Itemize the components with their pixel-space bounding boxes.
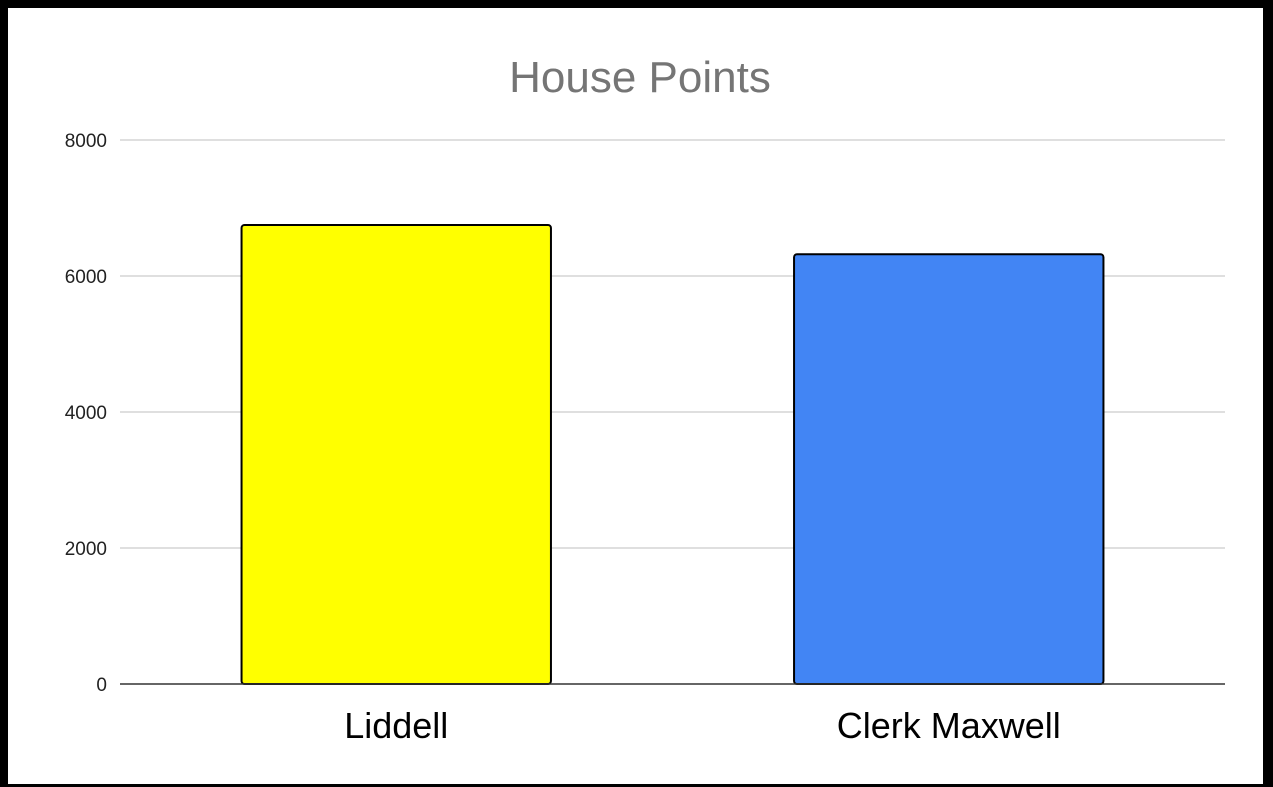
y-tick-label: 6000 — [65, 267, 107, 288]
x-tick-label: Liddell — [344, 705, 448, 746]
y-tick-label: 2000 — [65, 539, 107, 560]
x-axis-ticks: Liddell Clerk Maxwell — [344, 705, 1061, 746]
x-tick-label: Clerk Maxwell — [837, 705, 1061, 746]
y-tick-label: 8000 — [65, 131, 107, 152]
bar-liddell — [240, 224, 552, 685]
bars — [240, 224, 1105, 686]
y-tick-label: 0 — [96, 675, 107, 696]
y-axis-ticks: 0 2000 4000 6000 8000 — [65, 131, 107, 696]
bar-clerk-maxwell — [793, 253, 1105, 686]
y-tick-label: 4000 — [65, 403, 107, 424]
chart-title: House Points — [509, 53, 771, 102]
